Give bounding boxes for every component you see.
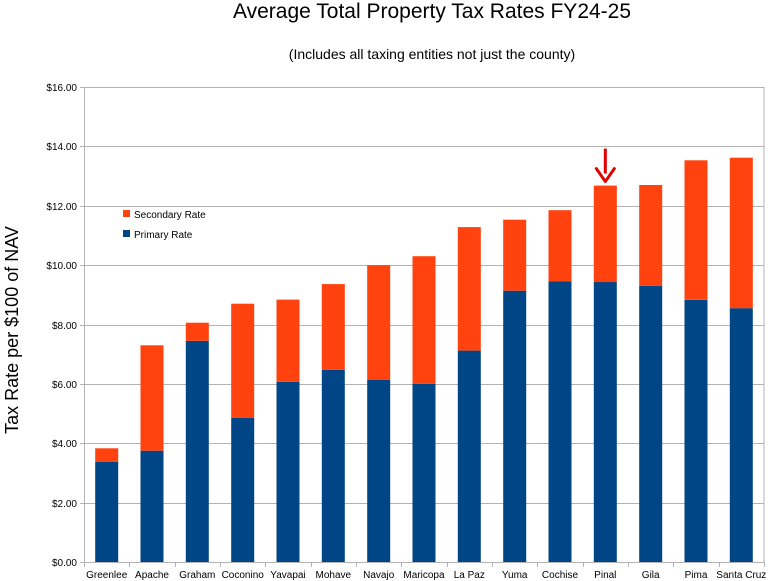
bar-secondary-rate-yavapai	[276, 299, 300, 382]
bar-primary-rate-gila	[639, 285, 663, 562]
legend-swatch-primary	[123, 230, 130, 237]
bar-primary-rate-graham	[185, 340, 209, 562]
y-tick-label: $12.00	[46, 202, 77, 213]
x-tick-label-yuma: Yuma	[502, 570, 528, 581]
bar-primary-rate-navajo	[367, 379, 391, 562]
bar-primary-rate-santa-cruz	[729, 308, 753, 562]
bar-primary-rate-cochise	[548, 281, 572, 562]
chart-title: Average Total Property Tax Rates FY24-25	[233, 0, 631, 23]
bar-primary-rate-pinal	[593, 282, 617, 562]
legend-label-primary: Primary Rate	[134, 230, 193, 241]
x-tick-label-pinal: Pinal	[594, 570, 616, 581]
legend: Secondary Rate Primary Rate	[123, 210, 206, 241]
x-tick-label-santa-cruz: Santa Cruz	[716, 570, 766, 581]
bar-secondary-rate-maricopa	[412, 256, 436, 384]
x-tick-label-mohave: Mohave	[316, 570, 352, 581]
x-tick-label-pima: Pima	[685, 570, 708, 581]
x-tick-label-maricopa: Maricopa	[403, 570, 445, 581]
x-tick-label-greenlee: Greenlee	[86, 570, 128, 581]
y-tick-label: $16.00	[46, 83, 77, 94]
bar-secondary-rate-gila	[639, 185, 663, 286]
bar-secondary-rate-greenlee	[95, 448, 119, 462]
x-tick-label-graham: Graham	[179, 570, 215, 581]
annotation	[594, 148, 616, 184]
x-tick-label-yavapai: Yavapai	[270, 570, 305, 581]
x-tick-label-coconino: Coconino	[222, 570, 265, 581]
annotation-arrow	[594, 148, 616, 184]
legend-label-secondary: Secondary Rate	[134, 210, 206, 221]
bar-secondary-rate-apache	[140, 345, 164, 451]
x-tick-label-navajo: Navajo	[363, 570, 395, 581]
bar-primary-rate-yavapai	[276, 381, 300, 562]
bar-secondary-rate-pinal	[593, 185, 617, 283]
bar-secondary-rate-yuma	[503, 219, 527, 291]
y-tick-label: $8.00	[52, 321, 77, 332]
bar-primary-rate-pima	[684, 299, 708, 562]
bar-primary-rate-maricopa	[412, 383, 436, 562]
bars	[95, 157, 753, 562]
bar-secondary-rate-pima	[684, 160, 708, 300]
y-tick-label: $2.00	[52, 499, 77, 510]
legend-swatch-secondary	[123, 210, 130, 217]
bar-secondary-rate-navajo	[367, 265, 391, 380]
x-tick-label-la-paz: La Paz	[454, 570, 485, 581]
chart-subtitle: (Includes all taxing entities not just t…	[289, 46, 575, 62]
bar-secondary-rate-graham	[185, 322, 209, 341]
bar-secondary-rate-la-paz	[457, 227, 481, 351]
x-tick-label-gila: Gila	[642, 570, 660, 581]
y-tick-label: $10.00	[46, 261, 77, 272]
bar-secondary-rate-cochise	[548, 210, 572, 282]
y-tick-label: $14.00	[46, 142, 77, 153]
bar-primary-rate-mohave	[321, 369, 345, 562]
bar-primary-rate-greenlee	[95, 461, 119, 562]
bar-secondary-rate-mohave	[321, 284, 345, 370]
bar-primary-rate-apache	[140, 450, 164, 562]
y-axis-label: Tax Rate per $100 of NAV	[2, 226, 22, 434]
x-tick-label-cochise: Cochise	[542, 570, 579, 581]
arrow-head	[594, 167, 616, 184]
y-tick-label: $4.00	[52, 439, 77, 450]
x-tick-label-apache: Apache	[135, 570, 169, 581]
bar-primary-rate-coconino	[231, 417, 255, 562]
axes: $0.00 $2.00 $4.00 $6.00 $8.00 $10.00 $12.00 $14…	[46, 83, 766, 581]
bar-primary-rate-yuma	[503, 290, 527, 562]
y-tick-label: $6.00	[52, 380, 77, 391]
bar-secondary-rate-coconino	[231, 303, 255, 418]
y-tick-label: $0.00	[52, 558, 77, 569]
bar-primary-rate-la-paz	[457, 350, 481, 562]
bar-secondary-rate-santa-cruz	[729, 157, 753, 309]
